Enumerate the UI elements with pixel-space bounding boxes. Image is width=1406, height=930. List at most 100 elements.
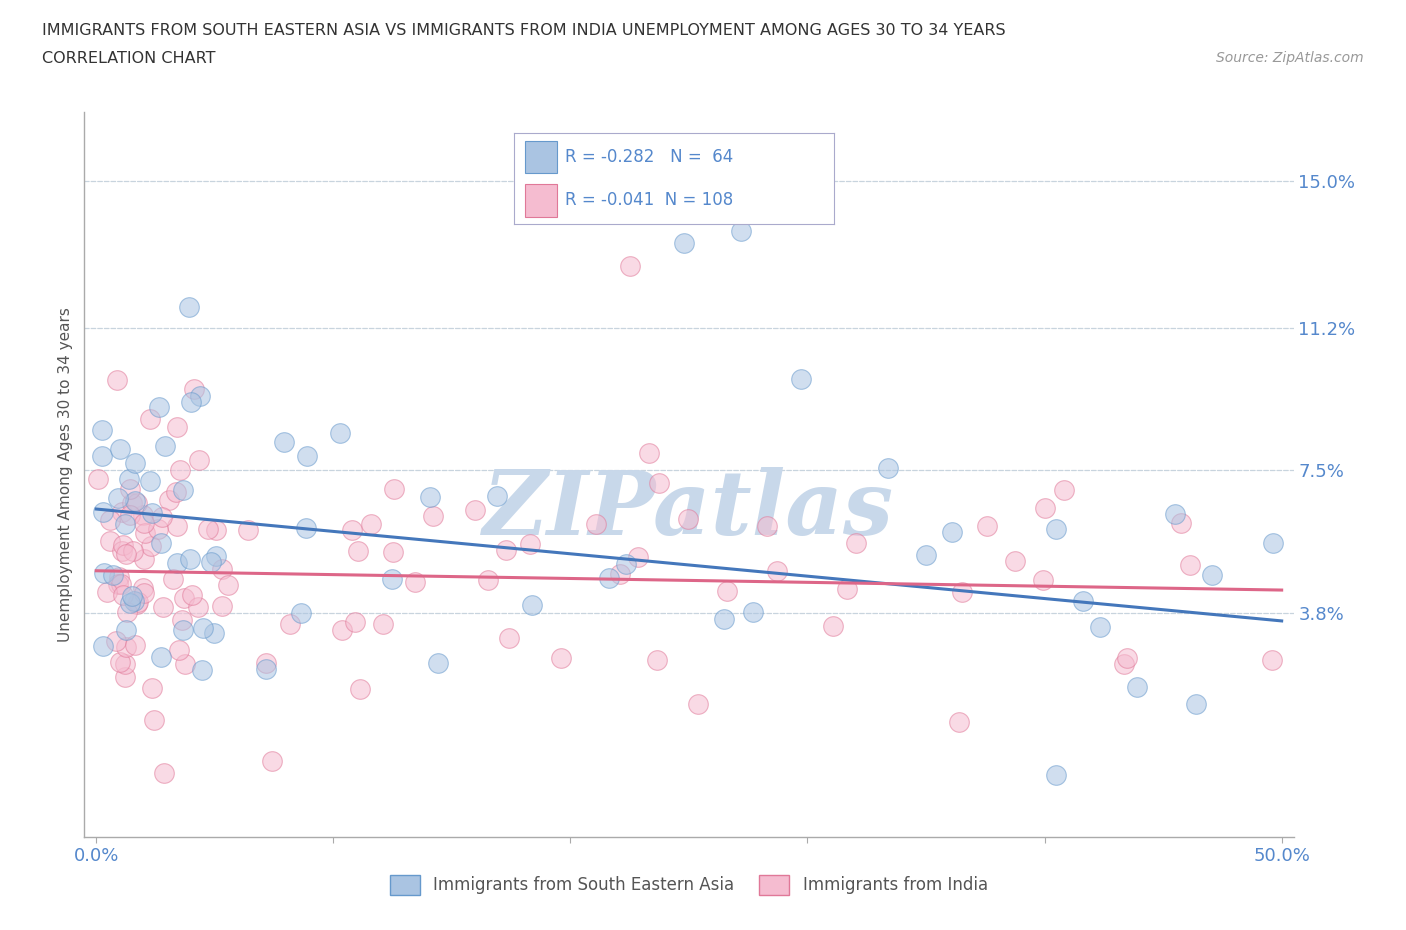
Point: [823, 618, 845, 633]
Point: [1088, 619, 1111, 634]
Point: [191, 662, 214, 677]
Point: [1004, 554, 1026, 569]
Point: [1045, 522, 1067, 537]
Point: [766, 564, 789, 578]
Point: [211, 562, 233, 577]
Point: [105, 372, 128, 387]
Point: [347, 543, 370, 558]
Point: [124, 638, 146, 653]
Point: [463, 503, 485, 518]
Point: [110, 441, 132, 456]
Point: [107, 577, 129, 591]
Point: [172, 483, 194, 498]
Point: [110, 576, 132, 591]
Point: [115, 546, 138, 561]
Point: [485, 488, 508, 503]
Text: Source: ZipAtlas.com: Source: ZipAtlas.com: [1216, 51, 1364, 65]
Point: [180, 395, 202, 410]
Point: [172, 613, 194, 628]
Point: [87, 472, 110, 486]
Point: [183, 381, 205, 396]
Point: [1045, 767, 1067, 782]
Point: [103, 567, 125, 582]
Point: [254, 661, 277, 676]
Point: [645, 653, 668, 668]
Point: [673, 235, 696, 250]
Point: [200, 554, 222, 569]
Point: [204, 625, 226, 640]
Point: [150, 510, 173, 525]
Point: [976, 519, 998, 534]
Point: [197, 522, 219, 537]
Point: [290, 605, 312, 620]
Point: [676, 512, 699, 526]
Point: [1116, 650, 1139, 665]
Point: [1071, 593, 1094, 608]
Point: [155, 438, 177, 453]
Point: [98, 512, 121, 527]
Point: [713, 611, 735, 626]
Point: [121, 589, 143, 604]
Point: [114, 622, 136, 637]
Point: [330, 622, 353, 637]
Point: [111, 538, 134, 552]
Point: [187, 600, 209, 615]
Point: [166, 519, 188, 534]
Point: [115, 639, 138, 654]
Point: [98, 534, 121, 549]
Point: [1184, 696, 1206, 711]
Point: [162, 571, 184, 586]
Point: [342, 523, 364, 538]
Point: [125, 596, 148, 611]
Point: [166, 556, 188, 571]
Point: [139, 473, 162, 488]
Point: [157, 492, 180, 507]
Point: [134, 585, 156, 600]
Point: [173, 591, 195, 605]
Y-axis label: Unemployment Among Ages 30 to 34 years: Unemployment Among Ages 30 to 34 years: [58, 307, 73, 642]
Point: [756, 519, 779, 534]
Point: [1261, 536, 1284, 551]
Point: [111, 544, 134, 559]
Point: [205, 549, 228, 564]
Point: [118, 472, 141, 486]
Point: [187, 452, 209, 467]
Point: [104, 634, 127, 649]
Point: [107, 491, 129, 506]
Point: [294, 520, 316, 535]
Point: [114, 657, 136, 671]
Point: [146, 522, 169, 537]
Point: [179, 551, 201, 566]
Point: [522, 597, 544, 612]
Point: [118, 482, 141, 497]
Point: [148, 399, 170, 414]
Point: [107, 569, 129, 584]
Point: [422, 509, 444, 524]
Point: [344, 615, 367, 630]
Point: [1260, 653, 1282, 668]
Point: [495, 542, 517, 557]
Point: [349, 682, 371, 697]
Point: [730, 224, 752, 239]
Point: [404, 574, 426, 589]
Point: [139, 538, 162, 553]
Point: [914, 547, 936, 562]
Point: [950, 584, 973, 599]
Point: [141, 680, 163, 695]
Point: [181, 588, 204, 603]
Point: [1053, 483, 1076, 498]
Point: [121, 496, 143, 511]
Point: [329, 426, 352, 441]
Point: [609, 566, 631, 581]
Legend: Immigrants from South Eastern Asia, Immigrants from India: Immigrants from South Eastern Asia, Immi…: [384, 869, 994, 901]
Point: [941, 525, 963, 539]
Point: [1170, 516, 1192, 531]
Point: [152, 600, 174, 615]
Point: [1032, 573, 1054, 588]
Point: [188, 389, 211, 404]
Point: [262, 753, 284, 768]
Point: [686, 697, 709, 711]
Point: [138, 411, 160, 426]
Point: [837, 582, 859, 597]
Point: [638, 445, 661, 460]
